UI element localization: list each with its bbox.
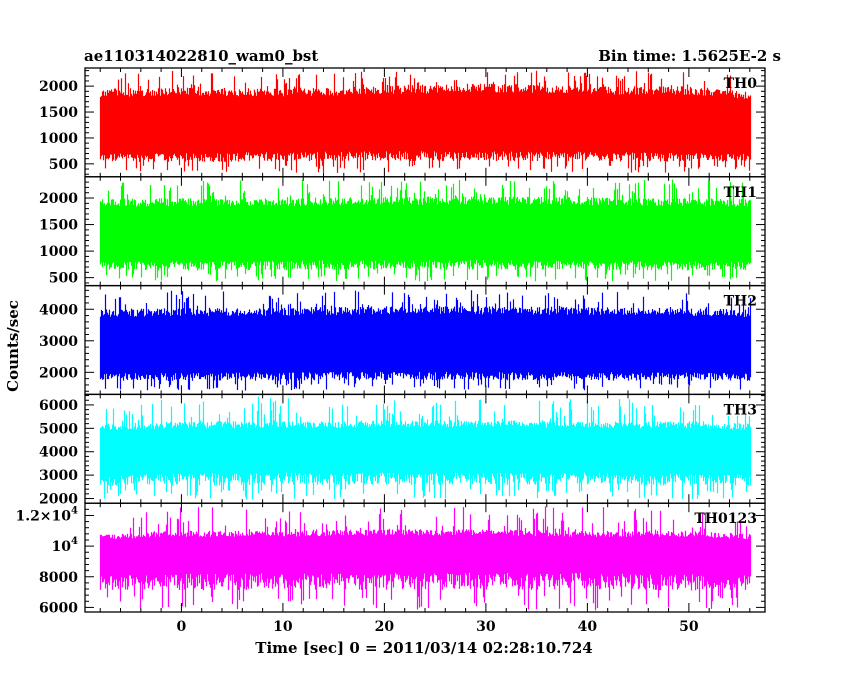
y-tick-label: 1000	[39, 131, 78, 147]
y-tick-label: 1500	[39, 218, 78, 234]
panel-label: TH2	[724, 294, 757, 310]
y-tick-label: 6000	[39, 600, 78, 616]
panel-th1: 500 1000 1500 2000 TH1	[39, 176, 766, 287]
y-tick-label: 500	[49, 157, 78, 173]
y-tick-label: 3000	[39, 468, 78, 484]
series-th0	[99, 70, 752, 173]
panel-label: TH0123	[694, 511, 757, 527]
panel-stack: 500 1000 1500 2000 TH0 500 1000 1500 2000 TH1 2000…	[15, 67, 766, 616]
y-tick-label: 1.2×104	[15, 505, 78, 524]
x-tick-label: 40	[578, 619, 598, 635]
y-tick-label: 4000	[39, 302, 78, 318]
y-tick-label: 500	[49, 271, 78, 287]
x-tick-label: 20	[375, 619, 395, 635]
panel-th3: 2000 3000 4000 5000 6000 TH3	[39, 393, 766, 508]
y-tick-label: 2000	[39, 79, 78, 95]
y-tick-label: 2000	[39, 191, 78, 207]
y-tick-label: 8000	[39, 570, 78, 586]
chart-title: ae110314022810_wam0_bst	[84, 47, 318, 65]
panel-th2: 2000 3000 4000 TH2	[39, 284, 766, 396]
y-tick-label: 6000	[39, 398, 78, 414]
x-tick-label: 10	[273, 619, 293, 635]
series-th0123	[99, 506, 752, 611]
y-tick-label: 4000	[39, 445, 78, 461]
panel-th0: 500 1000 1500 2000 TH0	[39, 67, 766, 178]
y-tick-label: 1000	[39, 244, 78, 260]
series-th1	[99, 179, 752, 282]
panel-label: TH3	[724, 402, 757, 418]
bin-time-label: Bin time: 1.5625E-2 s	[598, 47, 781, 65]
y-tick-label: 1500	[39, 105, 78, 121]
x-axis-label: Time [sec] 0 = 2011/03/14 02:28:10.724	[255, 639, 592, 657]
y-tick-label: 3000	[39, 334, 78, 350]
x-axis-ticks: 0 10 20 30 40 50	[177, 619, 699, 635]
panel-th0123: 6000 8000 104 1.2×104 TH0123	[15, 502, 766, 616]
y-tick-label: 2000	[39, 365, 78, 381]
panel-label: TH0	[724, 76, 758, 92]
series-th3	[99, 396, 752, 500]
y-tick-label: 5000	[39, 421, 78, 437]
x-tick-label: 0	[177, 619, 187, 635]
y-axis-label: Counts/sec	[4, 300, 22, 392]
panel-label: TH1	[724, 185, 757, 201]
y-tick-label: 104	[52, 536, 78, 555]
x-tick-label: 30	[476, 619, 496, 635]
x-tick-label: 50	[679, 619, 699, 635]
series-th2	[99, 290, 752, 391]
y-tick-label: 2000	[39, 492, 78, 508]
